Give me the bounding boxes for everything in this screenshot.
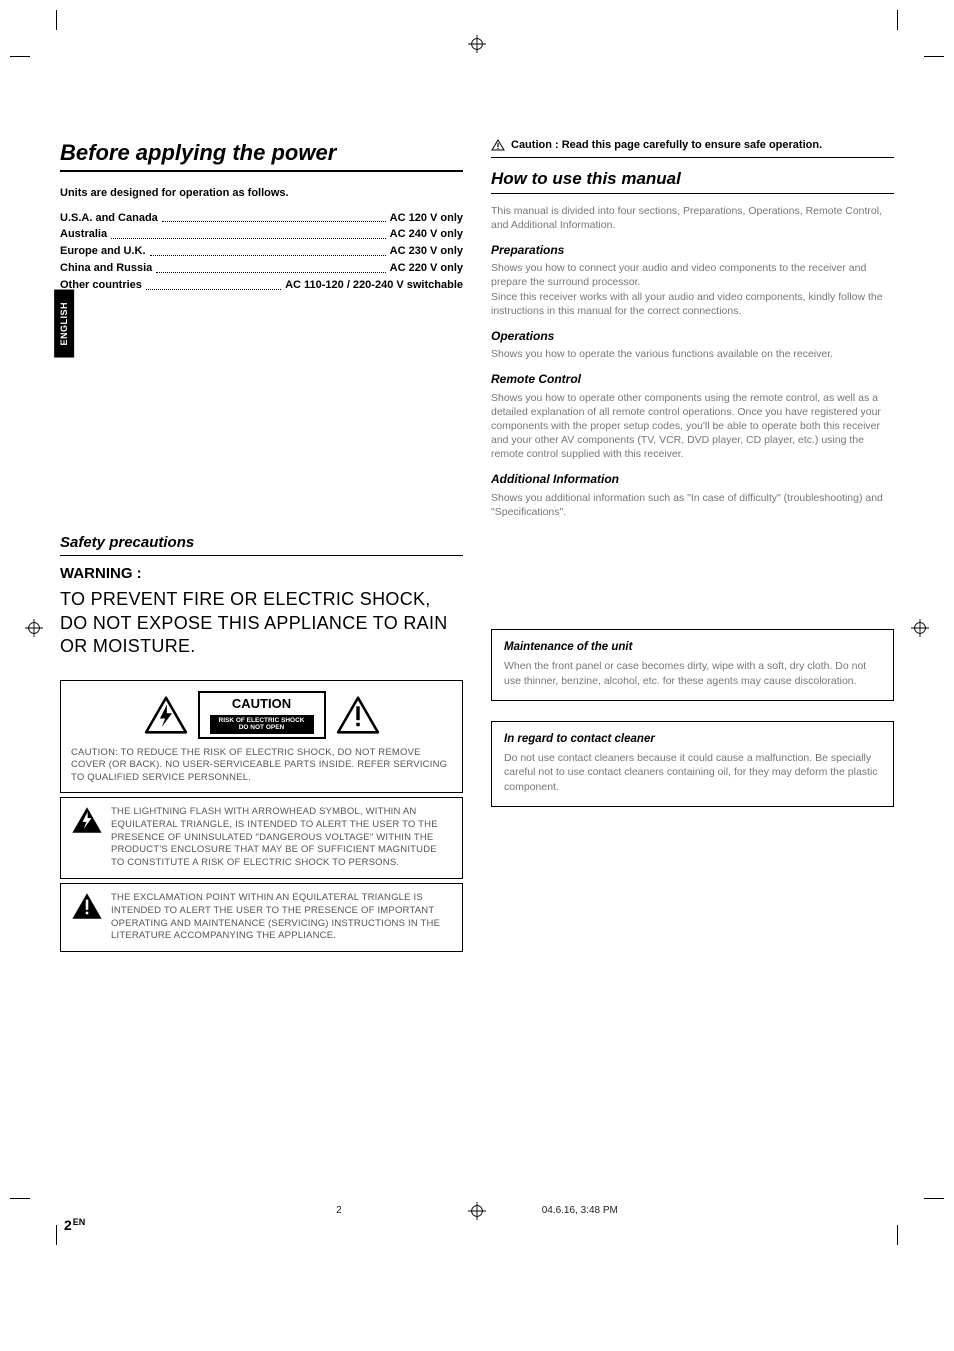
exclamation-triangle-icon xyxy=(336,696,380,734)
voltage-row: Other countriesAC 110-120 / 220-240 V sw… xyxy=(60,278,463,293)
page: ENGLISH Before applying the power Units … xyxy=(0,0,954,1255)
voltage-value: AC 230 V only xyxy=(390,244,463,259)
cleaner-box: In regard to contact cleaner Do not use … xyxy=(491,721,894,807)
maintenance-title: Maintenance of the unit xyxy=(504,640,881,656)
caution-header-text: Caution : Read this page carefully to en… xyxy=(511,138,822,153)
voltage-region: Europe and U.K. xyxy=(60,244,146,259)
footer-timestamp: 04.6.16, 3:48 PM xyxy=(542,1204,618,1218)
voltage-row: Australia AC 240 V only xyxy=(60,227,463,242)
right-column: Caution : Read this page carefully to en… xyxy=(491,138,894,956)
section-body: Shows you how to connect your audio and … xyxy=(491,261,894,318)
dots xyxy=(111,227,386,239)
exclam-explain-box: THE EXCLAMATION POINT WITHIN AN EQUILATE… xyxy=(60,883,463,952)
voltage-region: Australia xyxy=(60,227,107,242)
maintenance-body: When the front panel or case becomes dir… xyxy=(504,659,881,687)
registration-mark-icon xyxy=(911,619,929,637)
warning-heading: WARNING : xyxy=(60,564,463,584)
voltage-list: U.S.A. and CanadaAC 120 V onlyAustraliaA… xyxy=(60,211,463,293)
manual-sections: Preparations Shows you how to connect you… xyxy=(491,242,894,519)
crop-mark xyxy=(56,1225,57,1245)
warning-body: TO PREVENT FIRE OR ELECTRIC SHOCK, DO NO… xyxy=(60,588,463,658)
lightning-triangle-icon xyxy=(144,696,188,734)
voltage-region: China and Russia xyxy=(60,261,152,276)
dots xyxy=(146,278,281,290)
voltage-value: AC 110-120 / 220-240 V switchable xyxy=(285,278,463,293)
lightning-explain-box: THE LIGHTNING FLASH WITH ARROWHEAD SYMBO… xyxy=(60,797,463,879)
units-note: Units are designed for operation as foll… xyxy=(60,186,463,201)
lightning-text: THE LIGHTNING FLASH WITH ARROWHEAD SYMBO… xyxy=(111,806,452,870)
exclam-text: THE EXCLAMATION POINT WITHIN AN EQUILATE… xyxy=(111,892,452,943)
section-body: Shows you additional information such as… xyxy=(491,491,894,519)
page-number: 2EN xyxy=(64,1216,85,1235)
footer-center: 2 04.6.16, 3:48 PM xyxy=(336,1204,618,1218)
voltage-region: U.S.A. and Canada xyxy=(60,211,158,226)
voltage-row: U.S.A. and Canada AC 120 V only xyxy=(60,211,463,226)
lightning-triangle-icon xyxy=(71,806,103,834)
registration-mark-icon xyxy=(25,619,43,637)
cleaner-body: Do not use contact cleaners because it c… xyxy=(504,751,881,794)
caution-header: Caution : Read this page carefully to en… xyxy=(491,138,894,158)
section-heading: Operations xyxy=(491,328,894,344)
caution-text: CAUTION: TO REDUCE THE RISK OF ELECTRIC … xyxy=(71,747,452,784)
crop-mark xyxy=(897,1225,898,1245)
crop-mark xyxy=(897,10,898,30)
voltage-value: AC 220 V only xyxy=(390,261,463,276)
registration-mark-icon xyxy=(468,35,486,53)
crop-mark xyxy=(10,56,30,57)
left-column: Before applying the power Units are desi… xyxy=(60,138,463,956)
exclamation-triangle-icon xyxy=(71,892,103,920)
language-tab: ENGLISH xyxy=(54,290,74,358)
main-content: Before applying the power Units are desi… xyxy=(60,138,894,956)
caution-label: CAUTION RISK OF ELECTRIC SHOCK DO NOT OP… xyxy=(198,691,326,738)
crop-mark xyxy=(56,10,57,30)
caution-graphic: CAUTION RISK OF ELECTRIC SHOCK DO NOT OP… xyxy=(71,691,452,738)
section-body: Shows you how to operate the various fun… xyxy=(491,347,894,361)
section-heading: Additional Information xyxy=(491,471,894,487)
dots xyxy=(162,211,386,223)
maintenance-box: Maintenance of the unit When the front p… xyxy=(491,629,894,701)
crop-mark xyxy=(10,1198,30,1199)
cleaner-title: In regard to contact cleaner xyxy=(504,732,881,748)
caution-box: CAUTION RISK OF ELECTRIC SHOCK DO NOT OP… xyxy=(60,680,463,793)
howto-title: How to use this manual xyxy=(491,168,894,194)
voltage-row: China and Russia AC 220 V only xyxy=(60,261,463,276)
warning-triangle-icon xyxy=(491,139,505,151)
voltage-row: Europe and U.K. AC 230 V only xyxy=(60,244,463,259)
crop-mark xyxy=(924,1198,944,1199)
dots xyxy=(156,261,385,273)
voltage-value: AC 240 V only xyxy=(390,227,463,242)
caution-small: RISK OF ELECTRIC SHOCK DO NOT OPEN xyxy=(210,715,314,734)
safety-precautions-title: Safety precautions xyxy=(60,533,463,556)
section-title-before-power: Before applying the power xyxy=(60,138,463,172)
voltage-value: AC 120 V only xyxy=(390,211,463,226)
section-heading: Remote Control xyxy=(491,371,894,387)
crop-mark xyxy=(924,56,944,57)
caution-big: CAUTION xyxy=(210,695,314,713)
dots xyxy=(150,244,386,256)
howto-intro: This manual is divided into four section… xyxy=(491,204,894,232)
section-body: Shows you how to operate other component… xyxy=(491,391,894,462)
section-heading: Preparations xyxy=(491,242,894,258)
footer-page: 2 xyxy=(336,1204,342,1218)
